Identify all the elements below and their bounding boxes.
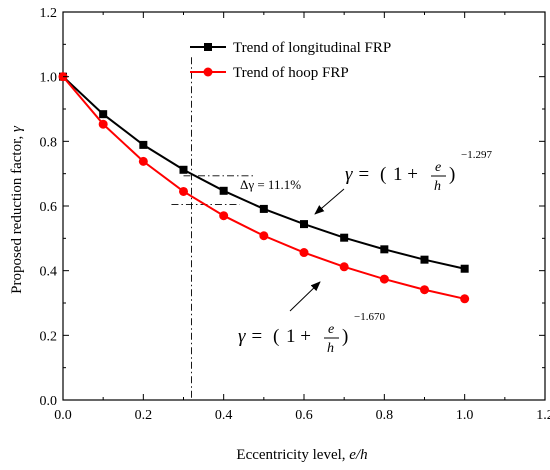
x-tick-label: 0.4 [215, 408, 233, 423]
eq-long-one: 1 + [393, 164, 418, 185]
eq-hoop-exponent: −1.670 [354, 311, 385, 323]
eq-long-num: e [435, 160, 441, 175]
data-point-square [259, 204, 268, 213]
data-point-circle [420, 285, 429, 295]
x-tick-label: 0.8 [376, 408, 394, 423]
eq-long-exponent: −1.297 [461, 149, 492, 161]
y-tick-label: 0.6 [40, 200, 58, 215]
y-tick-label: 0.8 [40, 135, 58, 150]
eq-long-paren-left: ( [380, 164, 386, 185]
x-tick-label: 1.0 [456, 408, 474, 423]
equation-hoop: γ = ( 1 + e h ) −1.670 [238, 311, 385, 356]
data-point-square [340, 233, 349, 242]
data-point-square [179, 165, 188, 174]
legend-label-longitudinal: Trend of longitudinal FRP [233, 40, 391, 56]
y-tick-label: 0.0 [40, 394, 58, 409]
delta-annotation: Δγ = 11.1% [240, 177, 301, 192]
data-point-circle [219, 211, 229, 221]
arrow-to-hoop [289, 281, 321, 312]
data-point-circle [98, 119, 108, 129]
y-tick-label: 0.4 [40, 265, 58, 280]
data-point-circle [339, 262, 349, 272]
ticks-layer: 0.0 0.2 0.4 0.6 0.8 1.0 1.2 0.0 0.2 0.4 0.6 0.8 1.0 1… [40, 6, 550, 423]
x-tick-label: 0.6 [295, 408, 313, 423]
eq-hoop-paren-left: ( [273, 326, 279, 347]
x-tick-label: 0.0 [54, 408, 72, 423]
series-layer [58, 72, 470, 304]
arrow-to-longitudinal [314, 188, 345, 215]
y-tick-label: 0.2 [40, 329, 58, 344]
x-axis-label-italic: e/h [349, 447, 367, 463]
data-point-circle [460, 294, 470, 304]
x-tick-label: 0.2 [135, 408, 153, 423]
legend: Trend of longitudinal FRP Trend of hoop … [190, 40, 391, 81]
eq-hoop-one: 1 + [286, 326, 311, 347]
eq-hoop-paren-right: ) [342, 326, 348, 347]
eq-hoop-num: e [328, 322, 334, 337]
data-point-circle [299, 248, 309, 258]
data-point-square [300, 220, 308, 229]
data-point-circle [379, 274, 389, 284]
x-axis-label-main: Eccentricity level, [236, 447, 349, 463]
legend-marker-longitudinal [204, 43, 212, 51]
eq-long-lhs: γ = [345, 164, 370, 185]
data-point-circle [259, 231, 269, 241]
x-tick-label: 1.2 [536, 408, 550, 423]
equation-longitudinal: γ = ( 1 + e h ) −1.297 [345, 149, 492, 194]
data-point-circle [179, 186, 188, 196]
legend-label-hoop: Trend of hoop FRP [233, 65, 349, 81]
eq-long-den: h [434, 179, 441, 194]
y-tick-label: 1.2 [40, 6, 58, 21]
dashed-guides [171, 57, 256, 400]
data-point-square [219, 186, 228, 195]
data-point-square [460, 264, 469, 273]
y-axis-label-italic: γ [9, 125, 25, 132]
y-tick-label: 1.0 [40, 71, 58, 86]
eq-hoop-lhs: γ = [238, 326, 263, 347]
data-point-circle [138, 156, 148, 166]
data-point-square [139, 140, 148, 149]
y-axis-label: Proposed reduction factor, γ [9, 125, 25, 294]
data-point-square [420, 255, 429, 264]
y-axis-label-main: Proposed reduction factor, [9, 132, 25, 294]
x-axis-label: Eccentricity level, e/h [236, 447, 367, 463]
data-point-square [380, 245, 389, 254]
eq-long-paren-right: ) [449, 164, 455, 185]
eq-hoop-den: h [327, 341, 334, 356]
data-point-square [99, 110, 108, 119]
legend-marker-hoop [203, 67, 213, 77]
